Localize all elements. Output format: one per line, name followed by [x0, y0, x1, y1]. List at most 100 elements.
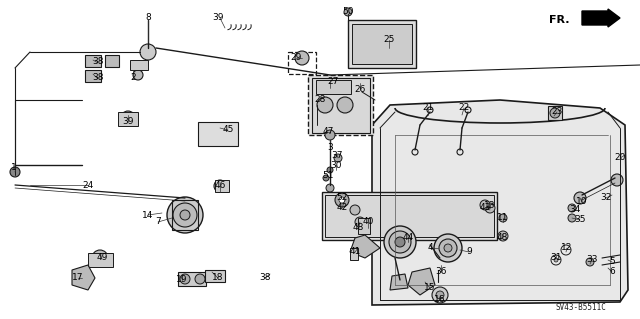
Text: 14: 14 — [142, 211, 154, 219]
Circle shape — [121, 111, 135, 125]
Bar — [312, 78, 370, 133]
Bar — [205, 270, 225, 282]
Bar — [172, 200, 198, 230]
Polygon shape — [372, 100, 628, 305]
Bar — [130, 60, 148, 70]
Circle shape — [214, 180, 226, 192]
Bar — [215, 180, 229, 192]
Text: 20: 20 — [614, 153, 626, 162]
Text: 15: 15 — [424, 284, 436, 293]
Text: 18: 18 — [212, 273, 224, 283]
Circle shape — [339, 197, 345, 203]
Text: 11: 11 — [497, 213, 509, 222]
Bar — [288, 52, 316, 74]
Polygon shape — [408, 268, 435, 295]
Text: 27: 27 — [327, 78, 339, 86]
Text: 2: 2 — [130, 73, 136, 83]
Circle shape — [444, 244, 452, 252]
Text: 48: 48 — [496, 234, 508, 242]
Circle shape — [434, 234, 462, 262]
Circle shape — [499, 214, 507, 222]
Text: 38: 38 — [92, 57, 104, 66]
Text: 38: 38 — [259, 273, 271, 283]
Circle shape — [195, 274, 205, 284]
Text: 44: 44 — [403, 234, 413, 242]
Circle shape — [389, 231, 411, 253]
Bar — [85, 70, 101, 82]
Bar — [316, 80, 351, 94]
Text: 21: 21 — [422, 103, 434, 113]
Text: 43: 43 — [479, 204, 491, 212]
Circle shape — [574, 192, 586, 204]
Text: 10: 10 — [576, 197, 588, 206]
Text: 28: 28 — [314, 95, 326, 105]
Text: 39: 39 — [212, 13, 224, 23]
Circle shape — [295, 51, 309, 65]
Bar — [358, 218, 370, 234]
Circle shape — [586, 258, 594, 266]
Circle shape — [325, 130, 335, 140]
Text: 6: 6 — [609, 268, 615, 277]
Text: 30: 30 — [330, 160, 342, 169]
Text: 51: 51 — [323, 170, 333, 180]
Text: 52: 52 — [336, 194, 348, 203]
Circle shape — [140, 44, 156, 60]
Text: 4: 4 — [427, 243, 433, 253]
Text: 9: 9 — [466, 248, 472, 256]
Circle shape — [344, 8, 352, 16]
Circle shape — [327, 167, 333, 173]
Text: 39: 39 — [122, 117, 134, 127]
Text: 12: 12 — [561, 243, 573, 253]
Text: 3: 3 — [327, 144, 333, 152]
Circle shape — [350, 205, 360, 215]
Bar — [118, 112, 138, 126]
Circle shape — [568, 214, 576, 222]
Text: 24: 24 — [83, 181, 93, 189]
Circle shape — [167, 197, 203, 233]
Text: 1: 1 — [11, 164, 17, 173]
Circle shape — [498, 231, 508, 241]
Text: 23: 23 — [551, 108, 563, 116]
Circle shape — [326, 184, 334, 192]
Text: 16: 16 — [435, 295, 445, 305]
Text: 41: 41 — [349, 248, 361, 256]
Bar — [548, 106, 562, 120]
Circle shape — [92, 250, 108, 266]
Text: 35: 35 — [574, 216, 586, 225]
Circle shape — [554, 258, 558, 262]
Bar — [308, 75, 373, 135]
Circle shape — [180, 274, 190, 284]
Polygon shape — [390, 274, 408, 290]
Bar — [105, 55, 119, 67]
Text: 34: 34 — [570, 205, 580, 214]
Text: 50: 50 — [342, 8, 354, 17]
Polygon shape — [350, 235, 380, 258]
Text: 19: 19 — [176, 276, 188, 285]
Bar — [352, 24, 412, 64]
Text: 38: 38 — [92, 73, 104, 83]
Text: 29: 29 — [291, 54, 301, 63]
Text: 22: 22 — [458, 103, 470, 113]
Circle shape — [133, 70, 143, 80]
Circle shape — [334, 154, 342, 162]
Text: 25: 25 — [383, 35, 395, 44]
Circle shape — [436, 291, 444, 299]
Bar — [322, 192, 497, 240]
Circle shape — [439, 239, 457, 257]
Circle shape — [335, 193, 349, 207]
Text: 31: 31 — [550, 254, 562, 263]
Circle shape — [10, 167, 20, 177]
Text: FR.: FR. — [550, 15, 570, 25]
Circle shape — [173, 203, 197, 227]
FancyArrow shape — [582, 9, 620, 27]
Bar — [350, 248, 358, 260]
Circle shape — [550, 108, 560, 118]
Text: 36: 36 — [435, 268, 447, 277]
Circle shape — [323, 175, 329, 181]
Circle shape — [337, 97, 353, 113]
Text: 46: 46 — [214, 181, 226, 189]
Text: 42: 42 — [337, 204, 348, 212]
Bar — [88, 253, 113, 267]
Text: 13: 13 — [484, 201, 496, 210]
Circle shape — [384, 226, 416, 258]
